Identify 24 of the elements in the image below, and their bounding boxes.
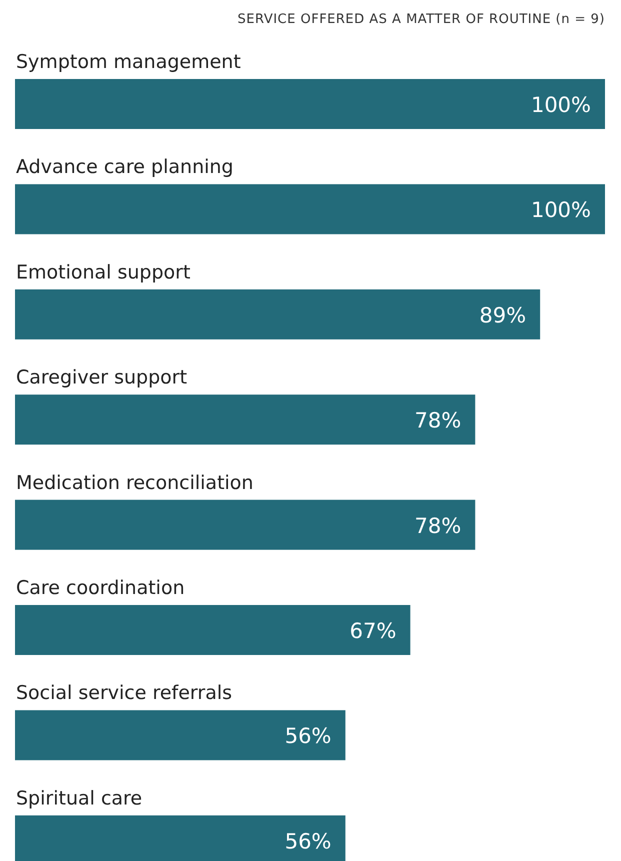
bar xyxy=(15,710,346,760)
data-label: 78% xyxy=(414,408,462,433)
data-label: 78% xyxy=(414,514,462,538)
bar xyxy=(15,79,605,129)
chart-title: SERVICE OFFERED AS A MATTER OF ROUTINE (n = 9) xyxy=(238,12,605,27)
bar xyxy=(15,184,605,234)
data-label: 89% xyxy=(479,303,526,328)
bar xyxy=(15,500,476,550)
data-label: 100% xyxy=(530,93,591,117)
bar xyxy=(15,605,410,655)
y-tick-label: Emotional support xyxy=(16,261,190,284)
data-label: 67% xyxy=(350,619,396,643)
y-tick-label: Social service referrals xyxy=(16,682,232,704)
y-tick-label: Medication reconciliation xyxy=(16,472,254,494)
y-tick-label: Care coordination xyxy=(16,577,185,599)
bar xyxy=(15,394,476,445)
y-tick-label: Spiritual care xyxy=(16,787,142,810)
data-label: 100% xyxy=(530,198,591,222)
y-tick-label: Caregiver support xyxy=(16,366,188,389)
y-tick-label: Advance care planning xyxy=(16,156,234,178)
data-label: 56% xyxy=(284,829,332,854)
data-label: 56% xyxy=(284,724,332,748)
bar xyxy=(15,289,540,340)
y-tick-label: Symptom management xyxy=(16,51,241,73)
